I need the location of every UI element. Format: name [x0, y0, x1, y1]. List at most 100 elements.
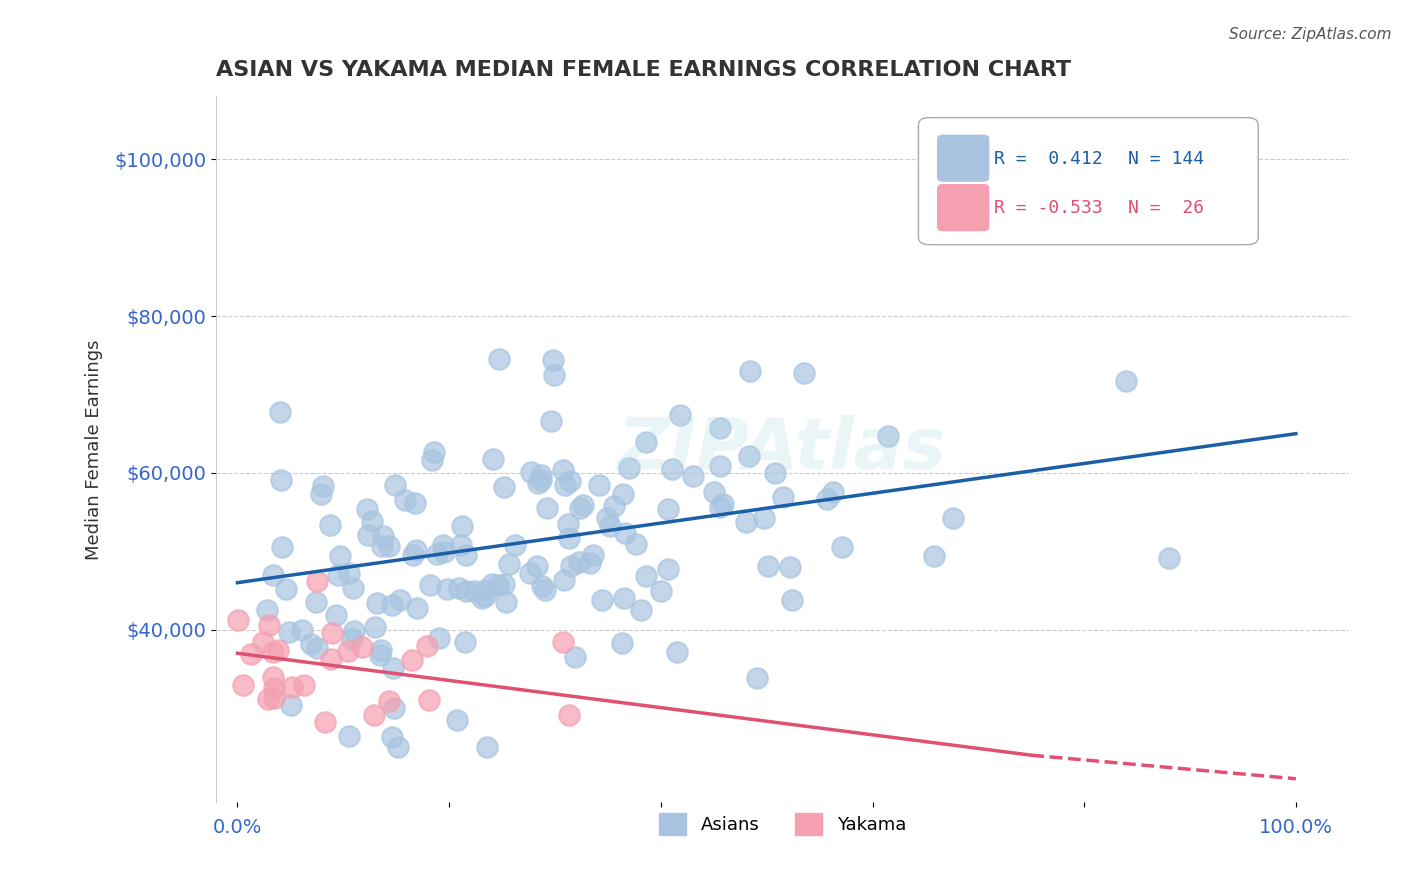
- Text: ZIPAtlas: ZIPAtlas: [619, 415, 946, 483]
- Point: [357, 528, 380, 542]
- Point: [650, 584, 672, 599]
- Point: [426, 547, 449, 561]
- Point: [477, 740, 499, 755]
- Point: [256, 692, 278, 706]
- Point: [307, 640, 329, 655]
- Point: [702, 485, 724, 500]
- Point: [305, 595, 328, 609]
- Point: [495, 595, 517, 609]
- Point: [763, 467, 786, 481]
- Point: [371, 529, 394, 543]
- Y-axis label: Median Female Earnings: Median Female Earnings: [86, 339, 103, 559]
- Point: [451, 518, 474, 533]
- Point: [280, 698, 302, 712]
- Point: [432, 538, 454, 552]
- Point: [498, 557, 520, 571]
- Point: [384, 477, 406, 491]
- Text: R = -0.533: R = -0.533: [994, 199, 1104, 217]
- Point: [558, 531, 581, 545]
- Point: [356, 502, 378, 516]
- Point: [745, 671, 768, 685]
- Point: [418, 693, 440, 707]
- Point: [543, 368, 565, 382]
- Point: [526, 559, 548, 574]
- Point: [553, 573, 575, 587]
- Point: [520, 466, 543, 480]
- Point: [370, 648, 392, 663]
- Point: [363, 707, 385, 722]
- Point: [596, 511, 619, 525]
- Text: R =  0.412: R = 0.412: [994, 150, 1104, 168]
- Point: [404, 496, 426, 510]
- Point: [471, 591, 494, 606]
- Point: [551, 463, 574, 477]
- Point: [756, 558, 779, 573]
- Point: [734, 515, 756, 529]
- Point: [557, 517, 579, 532]
- Point: [402, 548, 425, 562]
- Point: [624, 537, 647, 551]
- Point: [337, 729, 360, 743]
- Legend: Asians, Yakama: Asians, Yakama: [651, 806, 914, 843]
- Point: [602, 499, 624, 513]
- Point: [378, 694, 401, 708]
- Point: [682, 468, 704, 483]
- Point: [309, 487, 332, 501]
- Point: [531, 579, 554, 593]
- Point: [350, 640, 373, 654]
- Point: [436, 582, 458, 596]
- Point: [793, 366, 815, 380]
- FancyBboxPatch shape: [918, 118, 1258, 244]
- Point: [270, 473, 292, 487]
- Point: [533, 582, 555, 597]
- Point: [382, 701, 405, 715]
- Point: [401, 653, 423, 667]
- Point: [382, 660, 405, 674]
- Point: [416, 640, 439, 654]
- Point: [821, 485, 844, 500]
- Point: [319, 518, 342, 533]
- Text: 0.0%: 0.0%: [212, 818, 262, 837]
- Point: [450, 538, 472, 552]
- Point: [342, 581, 364, 595]
- Point: [446, 713, 468, 727]
- Point: [252, 634, 274, 648]
- Point: [420, 453, 443, 467]
- Point: [292, 678, 315, 692]
- Point: [474, 590, 496, 604]
- Point: [427, 632, 450, 646]
- Point: [257, 618, 280, 632]
- Point: [568, 555, 591, 569]
- Point: [617, 460, 640, 475]
- Point: [321, 626, 343, 640]
- Point: [942, 511, 965, 525]
- Point: [474, 583, 496, 598]
- Point: [232, 677, 254, 691]
- Point: [433, 544, 456, 558]
- Point: [366, 596, 388, 610]
- Point: [262, 645, 284, 659]
- Point: [319, 652, 342, 666]
- FancyBboxPatch shape: [938, 185, 988, 230]
- Point: [419, 577, 441, 591]
- Point: [281, 680, 304, 694]
- Point: [709, 421, 731, 435]
- Point: [486, 578, 509, 592]
- Point: [380, 730, 402, 744]
- Point: [922, 549, 945, 563]
- Point: [377, 539, 399, 553]
- Point: [536, 500, 558, 515]
- Point: [661, 461, 683, 475]
- Point: [613, 591, 636, 606]
- Point: [779, 559, 801, 574]
- Point: [364, 620, 387, 634]
- Point: [612, 636, 634, 650]
- Point: [389, 593, 412, 607]
- Point: [636, 435, 658, 450]
- Point: [657, 562, 679, 576]
- Point: [665, 645, 688, 659]
- Point: [636, 569, 658, 583]
- Point: [340, 632, 363, 647]
- Point: [558, 707, 581, 722]
- Point: [657, 501, 679, 516]
